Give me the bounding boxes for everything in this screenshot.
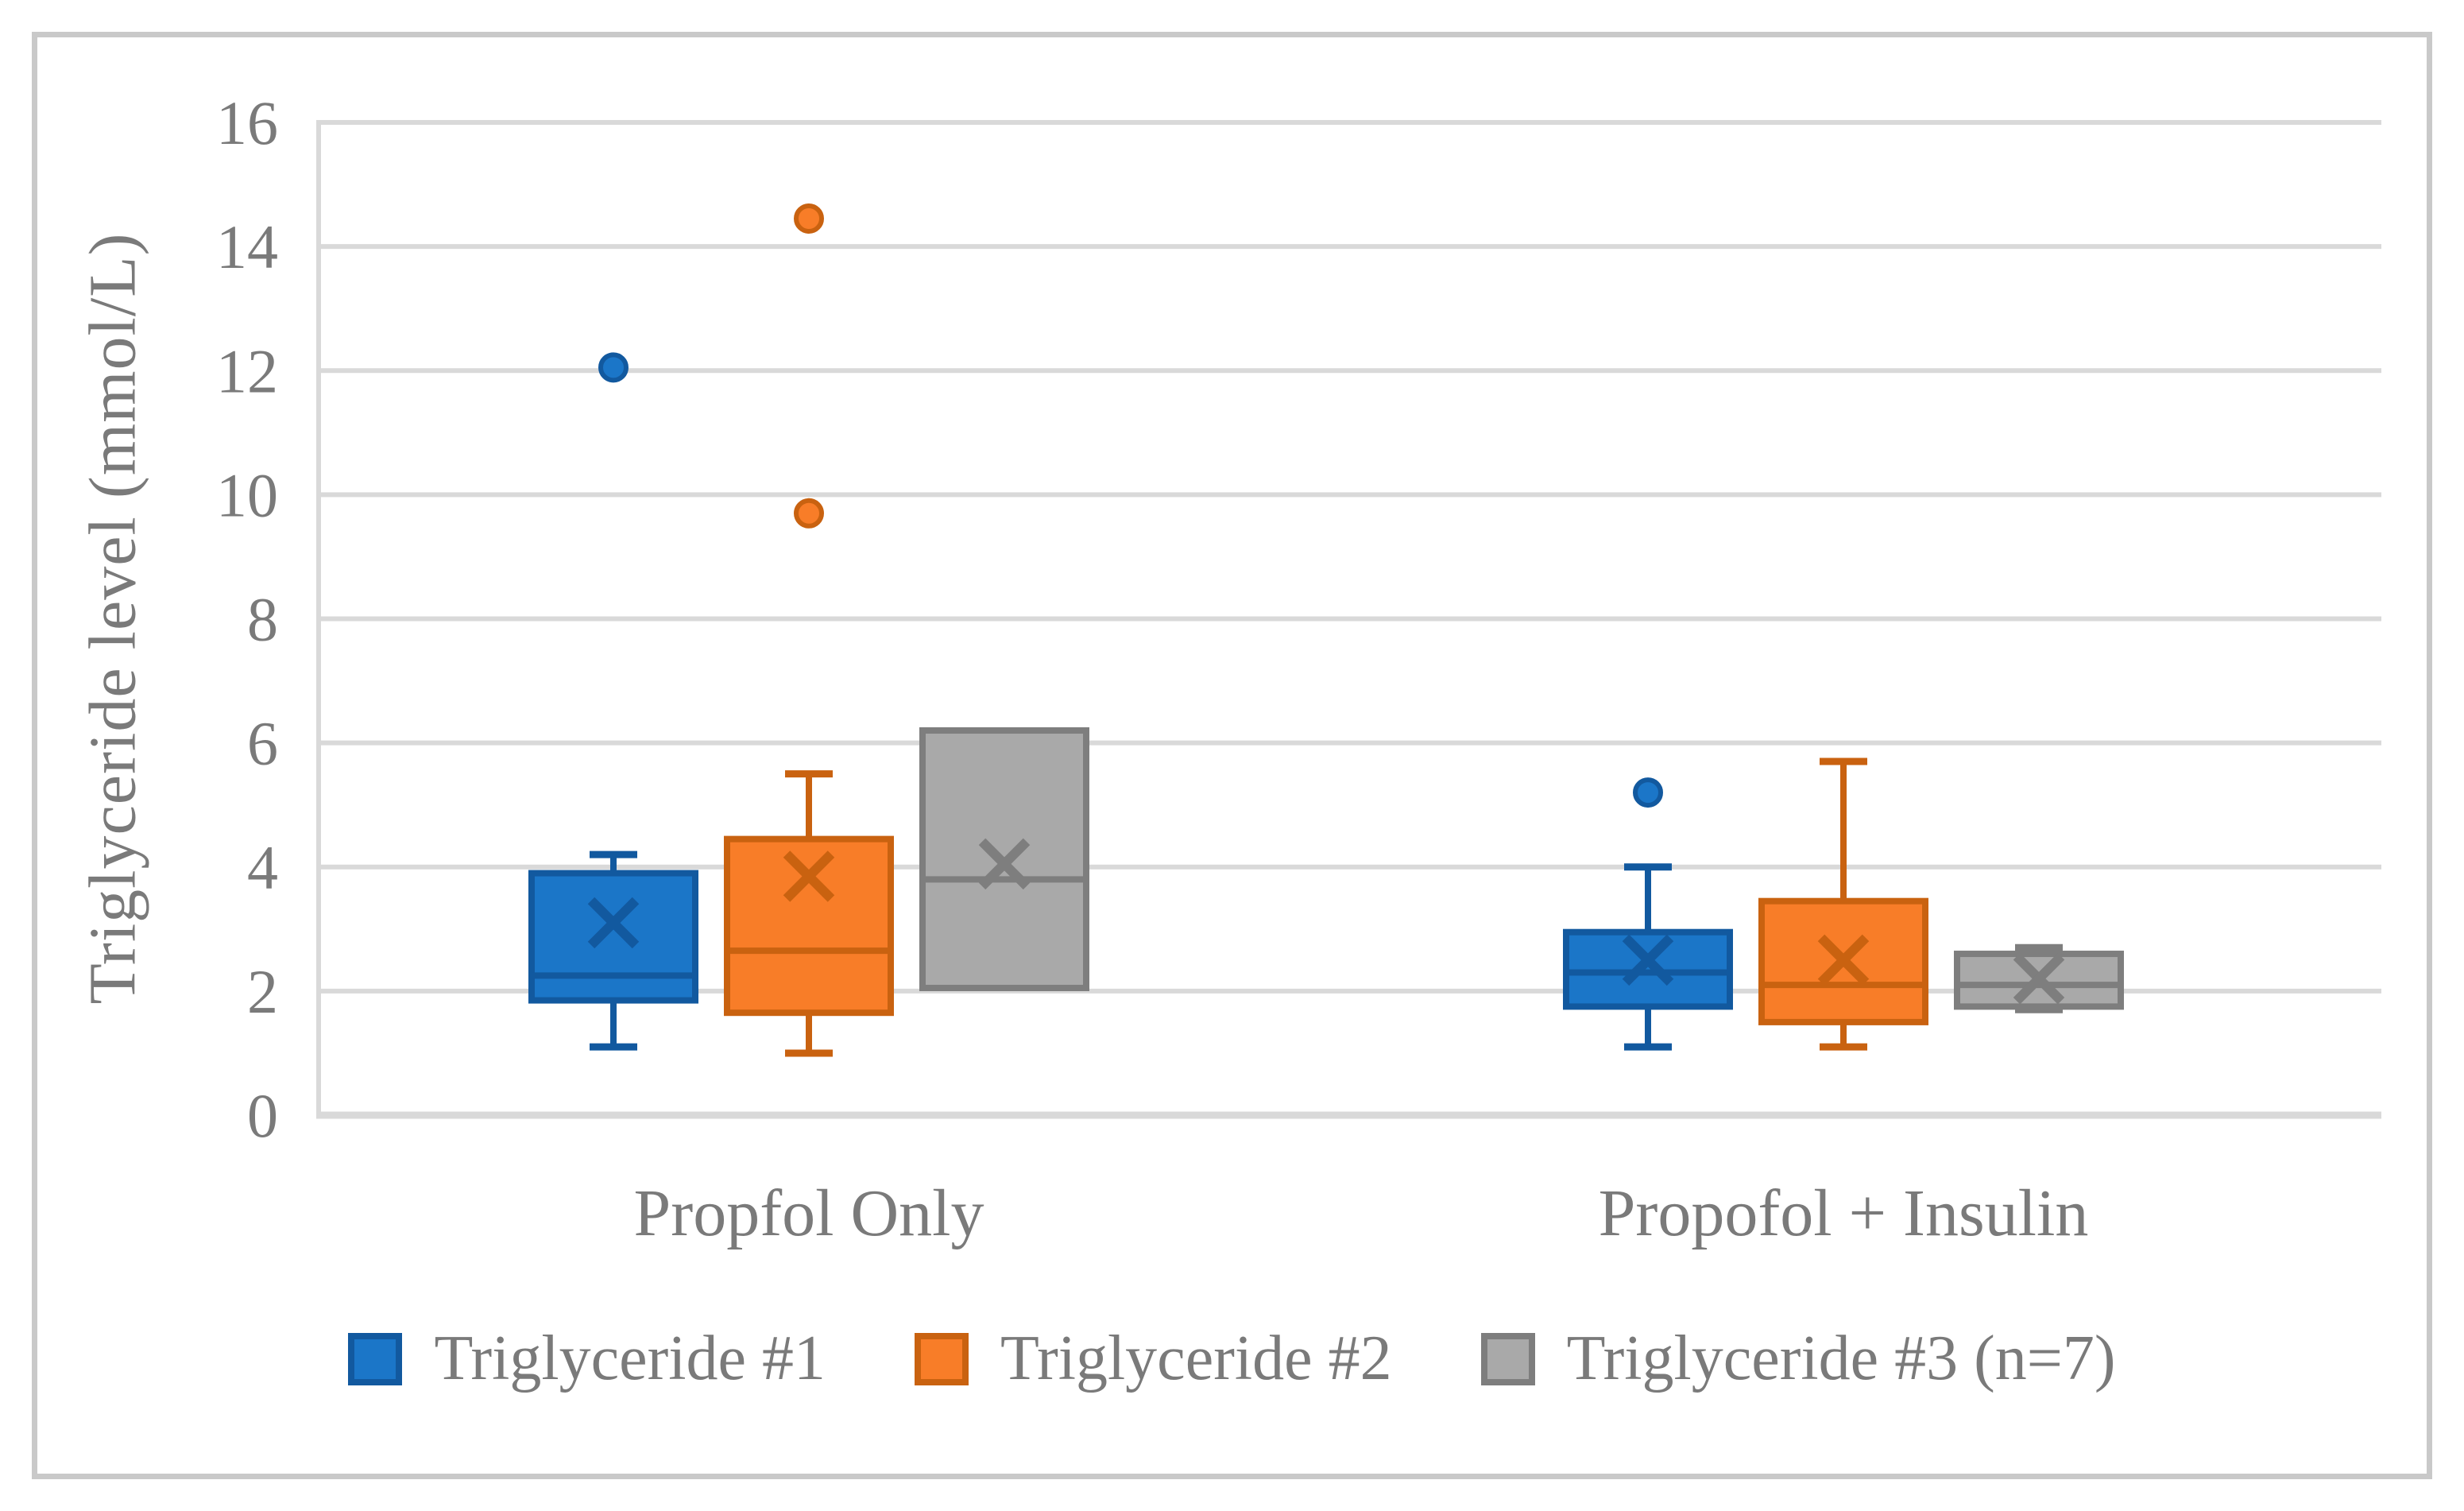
legend-label: Triglyceride #1 <box>434 1323 826 1393</box>
mean-marker <box>1622 934 1674 986</box>
figure-border <box>32 32 2432 1479</box>
box-1-cat0 <box>724 835 894 1017</box>
y-tick-label: 14 <box>216 212 278 281</box>
outlier-point <box>794 498 824 529</box>
legend-swatch-orange-icon <box>915 1332 969 1385</box>
mean-marker <box>587 897 640 949</box>
legend-item-triglyceride-1: Triglyceride #1 <box>348 1323 826 1395</box>
mean-marker <box>1817 934 1870 986</box>
y-axis-title: Triglyceride level (mmol/L) <box>75 232 150 1005</box>
x-axis-label-propfol-only: Propfol Only <box>633 1176 984 1250</box>
mean-marker <box>783 850 835 902</box>
y-tick-label: 10 <box>216 460 278 529</box>
legend-swatch-gray-icon <box>1480 1332 1535 1385</box>
y-tick-label: 0 <box>247 1081 278 1150</box>
y-tick-label: 2 <box>247 957 278 1026</box>
legend-item-triglyceride-3: Triglyceride #3 (n=7) <box>1480 1323 2116 1395</box>
y-tick-label: 16 <box>216 88 278 157</box>
legend-item-triglyceride-2: Triglyceride #2 <box>915 1323 1392 1395</box>
mean-marker <box>2013 953 2065 1005</box>
outlier-point <box>1633 777 1663 808</box>
outlier-point <box>794 203 824 234</box>
y-tick-label: 12 <box>216 336 278 405</box>
y-tick-label: 4 <box>247 833 278 902</box>
y-tick-label: 8 <box>247 585 278 654</box>
mean-marker <box>978 838 1031 890</box>
x-axis-label-propofol-insulin: Propofol + Insulin <box>1598 1176 2089 1250</box>
legend-swatch-blue-icon <box>348 1332 403 1385</box>
legend-label: Triglyceride #3 (n=7) <box>1566 1323 2116 1393</box>
legend: Triglyceride #1 Triglyceride #2 Triglyce… <box>0 1323 2464 1395</box>
outlier-point <box>598 352 629 383</box>
y-tick-label: 6 <box>247 709 278 778</box>
legend-label: Triglyceride #2 <box>1000 1323 1392 1393</box>
box-0-cat0 <box>528 870 698 1004</box>
